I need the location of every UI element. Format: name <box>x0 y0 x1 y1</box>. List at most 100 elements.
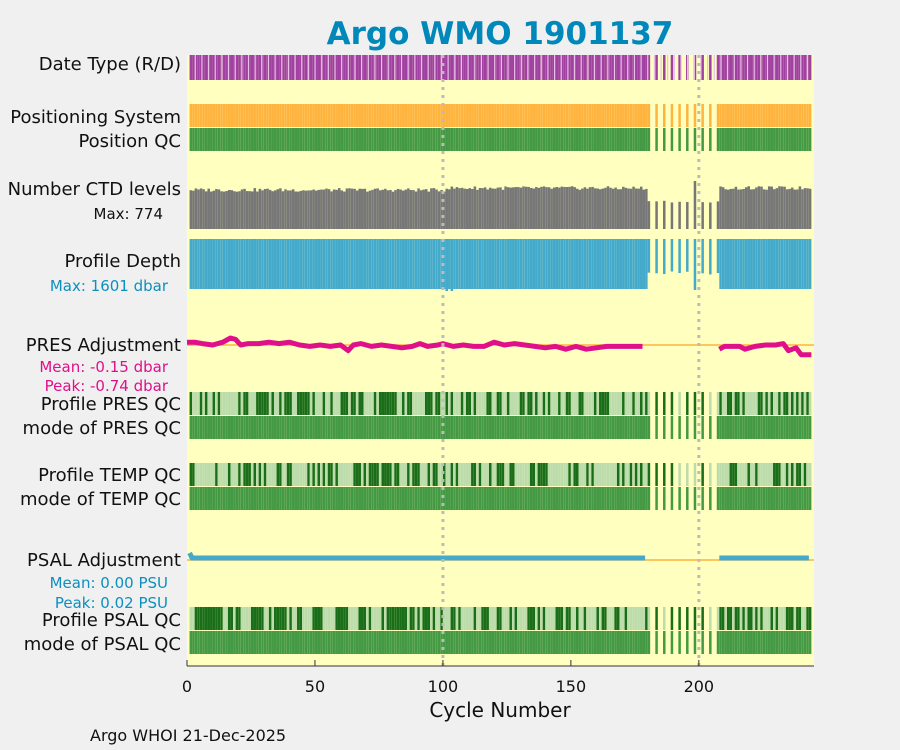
mode-psal-qc-cycle <box>732 631 735 654</box>
mode-pres-qc-cycle <box>765 416 768 439</box>
profile-pres-qc-cycle <box>437 392 441 415</box>
mode-pres-qc-cycle <box>325 416 328 439</box>
profile-pres-qc-cycle <box>599 392 602 415</box>
profile-depth-bar <box>207 239 210 289</box>
profile-depth-bar <box>322 239 326 289</box>
mode-pres-qc-cycle <box>455 416 459 439</box>
ctd-levels-bar <box>199 188 203 229</box>
date-type-cycle <box>488 55 492 80</box>
mode-psal-qc-cycle <box>483 631 487 654</box>
positioning-system-cycle <box>240 104 244 127</box>
date-type-cycle <box>409 55 413 80</box>
profile-psal-qc-cycle <box>391 607 395 630</box>
x-tick-label-0: 0 <box>182 677 192 696</box>
mode-pres-qc-cycle <box>335 416 338 439</box>
profile-temp-qc-cycle <box>230 463 234 486</box>
mode-pres-qc-cycle <box>348 416 351 439</box>
ctd-levels-bar <box>565 187 569 229</box>
positioning-system-cycle <box>460 104 464 127</box>
profile-depth-bar <box>663 239 666 275</box>
ctd-levels-bar <box>563 186 566 229</box>
ctd-levels-bar <box>752 189 756 229</box>
profile-temp-qc-cycle <box>568 463 571 486</box>
label-mode-pres-qc: mode of PRES QC <box>23 418 181 439</box>
positioning-system-cycle <box>404 104 408 127</box>
mode-temp-qc-cycle <box>276 487 280 510</box>
profile-temp-qc-cycle <box>593 463 597 486</box>
position-qc-cycle <box>504 128 507 151</box>
mode-psal-qc-cycle <box>263 631 267 654</box>
profile-pres-qc-cycle <box>796 392 799 415</box>
profile-pres-qc-cycle <box>245 392 249 415</box>
date-type-divider <box>573 55 576 80</box>
profile-pres-qc-cycle <box>517 392 520 415</box>
profile-depth-bar <box>488 239 492 289</box>
mode-psal-qc-cycle <box>453 631 456 654</box>
profile-temp-qc-cycle <box>767 463 771 486</box>
profile-pres-qc-cycle <box>542 392 546 415</box>
mode-psal-qc-cycle <box>488 631 492 654</box>
date-type-cycle <box>430 55 433 80</box>
mode-temp-qc-cycle <box>261 487 264 510</box>
mode-psal-qc-cycle <box>348 631 351 654</box>
date-type-cycle <box>227 55 231 80</box>
mode-pres-qc-cycle <box>798 416 802 439</box>
date-type-cycle <box>593 55 597 80</box>
position-qc-cycle <box>593 128 597 151</box>
date-type-cycle <box>645 55 648 80</box>
profile-depth-bar <box>765 239 768 289</box>
mode-psal-qc-cycle <box>632 631 635 654</box>
profile-depth-bar <box>407 239 410 289</box>
position-qc-cycle <box>381 128 385 151</box>
mode-psal-qc-cycle <box>366 631 369 654</box>
mode-temp-qc-cycle <box>304 487 308 510</box>
positioning-system-cycle <box>225 104 228 127</box>
mode-temp-qc-cycle <box>547 487 551 510</box>
profile-psal-qc-cycle <box>499 607 502 630</box>
profile-psal-qc-cycle <box>268 607 272 630</box>
mode-pres-qc-cycle <box>550 416 553 439</box>
position-qc-cycle <box>491 128 495 151</box>
positioning-system-cycle <box>422 104 425 127</box>
positioning-system-cycle <box>604 104 607 127</box>
date-type-divider <box>580 55 582 80</box>
profile-depth-bar <box>297 239 300 289</box>
profile-psal-qc-cycle <box>565 607 569 630</box>
profile-psal-qc-cycle <box>317 607 321 630</box>
profile-pres-qc-cycle <box>588 392 592 415</box>
profile-pres-qc-cycle <box>207 392 210 415</box>
date-type-cycle <box>726 55 730 80</box>
profile-temp-qc-cycle <box>373 463 377 486</box>
mode-temp-qc-cycle <box>345 487 349 510</box>
profile-psal-qc-cycle <box>312 607 315 630</box>
profile-pres-qc-cycle <box>358 392 361 415</box>
profile-pres-qc-cycle <box>353 392 356 415</box>
mode-psal-qc-cycle <box>353 631 356 654</box>
profile-depth-bar <box>368 239 372 289</box>
ctd-levels-bar <box>291 189 295 229</box>
position-qc-cycle <box>320 128 323 151</box>
mode-psal-qc-cycle <box>233 631 236 654</box>
ctd-levels-bar <box>366 191 369 229</box>
positioning-system-cycle <box>320 104 323 127</box>
profile-depth-bar <box>803 239 807 289</box>
positioning-system-cycle <box>361 104 364 127</box>
ctd-levels-bar <box>225 191 228 229</box>
mode-pres-qc-cycle <box>386 416 390 439</box>
plot-panel <box>187 55 814 666</box>
mode-psal-qc-cycle <box>803 631 807 654</box>
mode-pres-qc-cycle <box>780 416 784 439</box>
mode-pres-qc-cycle <box>573 416 576 439</box>
date-type-cycle <box>744 55 748 80</box>
position-qc-cycle <box>737 128 740 151</box>
profile-pres-qc-cycle <box>427 392 431 415</box>
profile-depth-bar <box>545 239 548 289</box>
date-type-divider <box>227 55 230 80</box>
ctd-levels-bar <box>448 189 451 229</box>
date-type-divider <box>400 55 403 80</box>
date-type-cycle <box>678 55 681 80</box>
mode-pres-qc-cycle <box>437 416 441 439</box>
positioning-system-cycle <box>465 104 469 127</box>
ctd-levels-bar <box>770 186 773 229</box>
date-type-cycle <box>655 55 658 80</box>
